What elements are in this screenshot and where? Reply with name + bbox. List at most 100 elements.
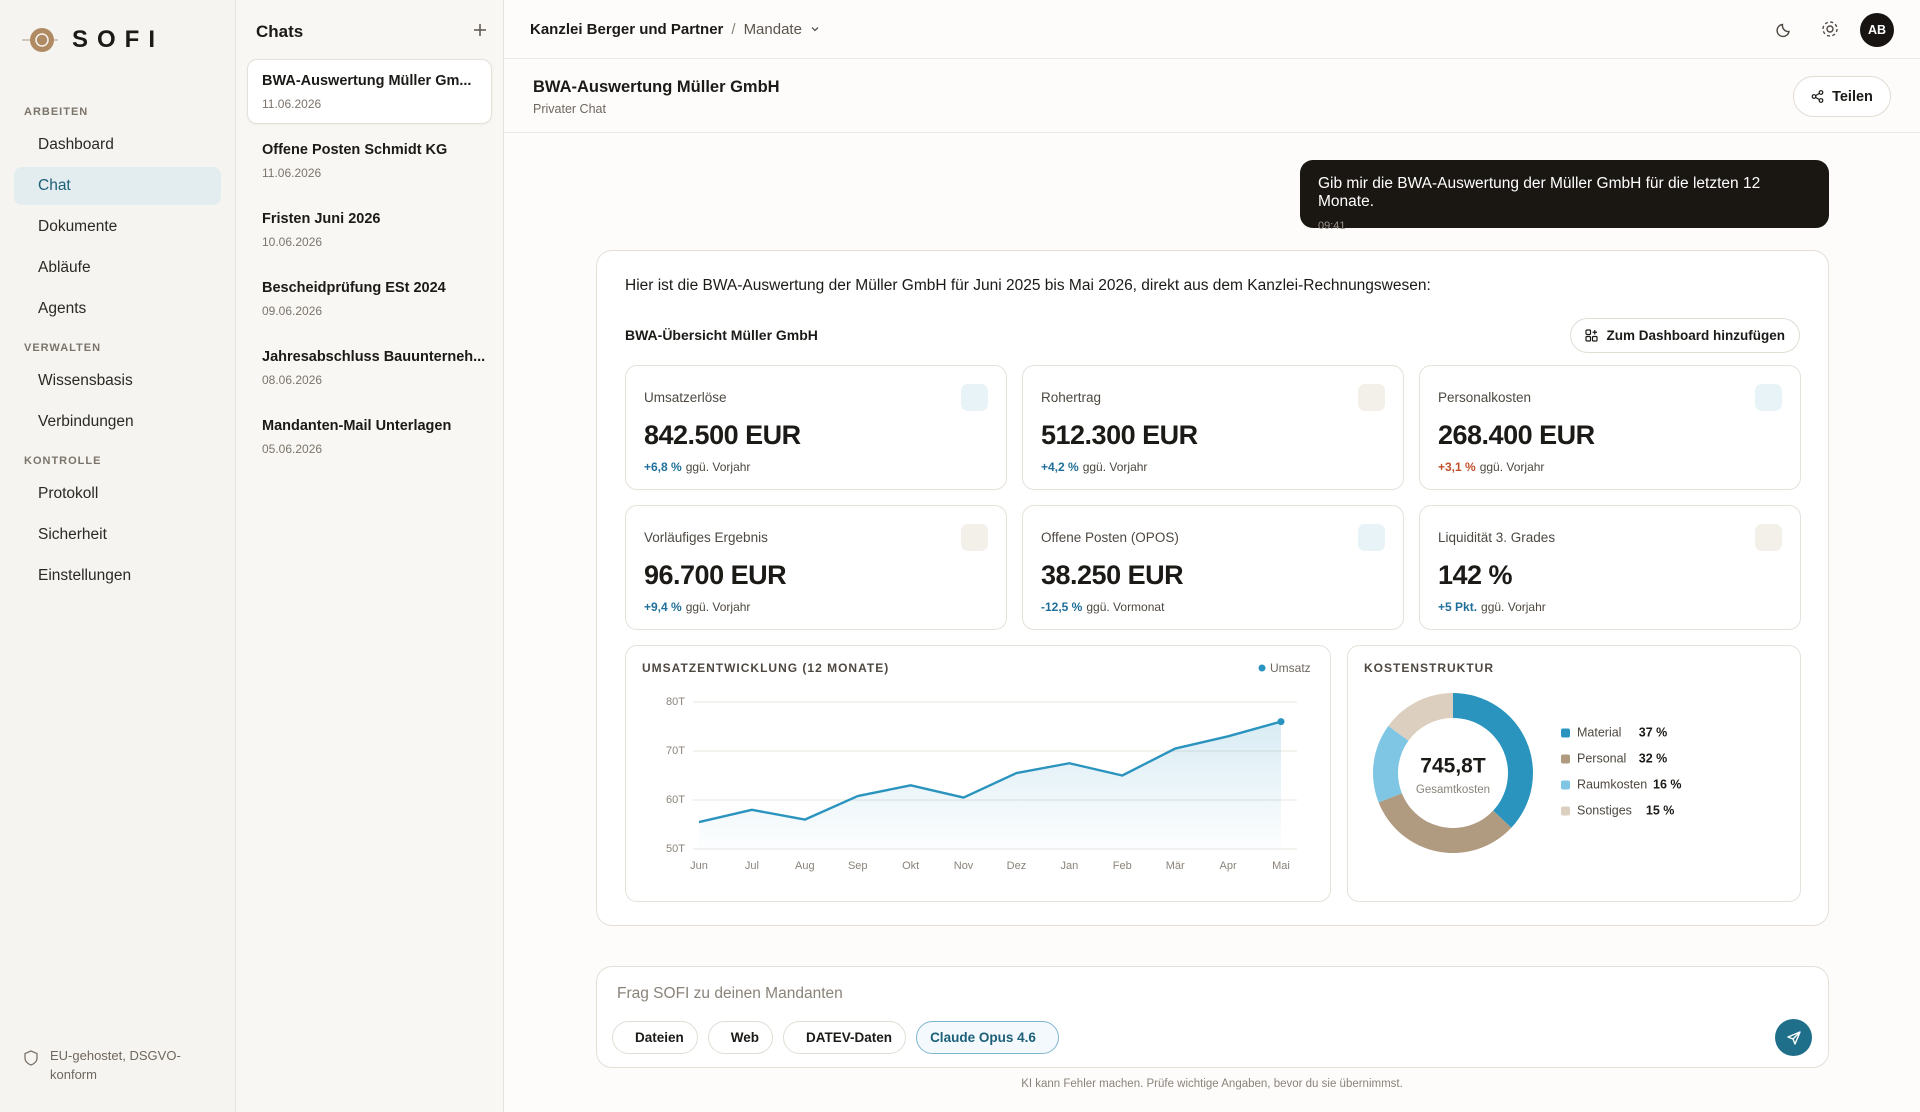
kpi-icon <box>1358 384 1385 411</box>
chat-item[interactable]: BWA-Auswertung Müller Gm... 11.06.2026 <box>247 59 492 124</box>
avatar[interactable]: AB <box>1860 13 1894 47</box>
chat-title: Offene Posten Schmidt KG <box>262 142 448 158</box>
share-label: Teilen <box>1832 88 1873 105</box>
nav-item[interactable]: Protokoll <box>14 475 221 513</box>
chat-item[interactable]: Bescheidprüfung ESt 2024 09.06.2026 <box>247 266 492 331</box>
kpi-change: +4,2 % <box>1041 460 1079 474</box>
nav-item[interactable]: Wissensbasis <box>14 362 221 400</box>
nav-label: Verbindungen <box>38 413 134 430</box>
chat-list-title: Chats <box>256 22 304 41</box>
nav-item[interactable]: Agents <box>14 290 221 328</box>
donut-chart: KOSTENSTRUKTUR Material 37 % Personal 32 % Ra… <box>1364 661 1682 853</box>
chat-date: 11.06.2026 <box>262 97 322 111</box>
kpi-note: ggü. Vorjahr <box>1082 460 1148 474</box>
chat-item[interactable]: Jahresabschluss Bauunterneh... 08.06.2026 <box>247 335 492 400</box>
nav-item[interactable]: Einstellungen <box>14 557 221 595</box>
send-button[interactable] <box>1775 1019 1812 1056</box>
breadcrumb-separator: / <box>731 20 736 38</box>
legend-label: Umsatz <box>1270 661 1311 675</box>
kpi-note: ggü. Vorjahr <box>685 600 751 614</box>
kpi-value: 512.300 EUR <box>1041 420 1198 450</box>
line <box>698 720 1282 824</box>
tool-button[interactable]: Dateien <box>612 1021 698 1054</box>
chat-items: BWA-Auswertung Müller Gm... 11.06.2026 Off… <box>247 59 492 473</box>
kpi-note: ggü. Vormonat <box>1086 600 1165 614</box>
overview-header: BWA-Übersicht Müller GmbH Zum Dashboard … <box>625 317 1800 353</box>
kpi-change-row: +4,2 % ggü. Vorjahr <box>1041 460 1147 474</box>
user-message-text: Gib mir die BWA-Auswertung der Müller Gm… <box>1318 175 1761 210</box>
theme-toggle[interactable] <box>1776 20 1794 38</box>
composer-input[interactable]: Frag SOFI zu deinen Mandanten <box>617 985 843 1002</box>
x-tick-label: Okt <box>902 860 919 872</box>
grid-icon <box>1584 328 1598 342</box>
nav-item[interactable]: Dokumente <box>14 208 221 246</box>
nav-label: Wissensbasis <box>38 372 133 389</box>
kpi-card: Personalkosten 268.400 EUR +3,1 % ggü. Vorj… <box>1419 365 1801 490</box>
chat-item[interactable]: Offene Posten Schmidt KG 11.06.2026 <box>247 128 492 193</box>
settings-button[interactable] <box>1820 19 1840 39</box>
kpi-value: 142 % <box>1438 560 1513 590</box>
kpi-label: Liquidität 3. Grades <box>1438 530 1556 545</box>
nav-label: Dokumente <box>38 218 118 235</box>
kpi-card: Vorläufiges Ergebnis 96.700 EUR +9,4 % ggü.… <box>625 505 1007 630</box>
chat-title: BWA-Auswertung Müller Gm... <box>262 73 472 89</box>
chat-item[interactable]: Mandanten-Mail Unterlagen 05.06.2026 <box>247 404 492 469</box>
chat-item[interactable]: Fristen Juni 2026 10.06.2026 <box>247 197 492 262</box>
kpi-change: +5 Pkt. <box>1438 600 1478 614</box>
legend-swatch <box>1258 664 1266 672</box>
breadcrumb-item[interactable]: Kanzlei Berger und Partner <box>530 20 724 38</box>
chevron <box>811 27 819 32</box>
breadcrumb-item[interactable]: Mandate <box>743 20 802 38</box>
sidebar-footer: EU-gehostet, DSGVO-konform <box>24 1046 214 1084</box>
donut-segment <box>1453 693 1533 828</box>
kpi-change-row: +9,4 % ggü. Vorjahr <box>644 600 750 614</box>
legend-label: Sonstiges <box>1577 803 1632 817</box>
kpi-change-row: +3,1 % ggü. Vorjahr <box>1438 460 1544 474</box>
kpi-icon <box>1755 524 1782 551</box>
sidebar: SOFI ARBEITEN Dashboard Chat Dokumente Abläu… <box>0 0 236 1112</box>
add-to-dashboard-label: Zum Dashboard hinzufügen <box>1606 327 1786 343</box>
nav-item[interactable]: Verbindungen <box>14 403 221 441</box>
legend-label: Material <box>1577 725 1621 739</box>
tool-label: Dateien <box>635 1030 684 1045</box>
x-tick-label: Nov <box>954 860 974 872</box>
kpi-change: -12,5 % <box>1041 600 1083 614</box>
model-selector[interactable]: Claude Opus 4.6 <box>916 1021 1059 1054</box>
nav-item[interactable]: Chat <box>14 167 221 205</box>
share-icon <box>1811 90 1824 103</box>
chat-title: Fristen Juni 2026 <box>262 211 381 227</box>
nav-item[interactable]: Sicherheit <box>14 516 221 554</box>
y-tick-label: 50T <box>666 843 685 855</box>
send-icon <box>1786 1030 1801 1045</box>
nav-label: Abläufe <box>38 259 91 276</box>
share-button[interactable]: Teilen <box>1793 76 1891 117</box>
kpi-card: Offene Posten (OPOS) 38.250 EUR -12,5 % ggü… <box>1022 505 1404 630</box>
composer: Frag SOFI zu deinen Mandanten Dateien Web… <box>596 966 1829 1068</box>
tool-button[interactable]: Web <box>707 1021 774 1054</box>
x-tick-label: Feb <box>1113 860 1132 872</box>
nav-item[interactable]: Abläufe <box>14 249 221 287</box>
donut-segment <box>1388 693 1453 741</box>
tool-button[interactable]: DATEV-Daten <box>783 1021 907 1054</box>
x-tick-label: Jun <box>690 860 708 872</box>
tool-label: Web <box>730 1030 760 1045</box>
x-tick-label: Jan <box>1060 860 1078 872</box>
chat-list-header: Chats <box>256 22 488 42</box>
chat-date: 11.06.2026 <box>262 166 322 180</box>
nav-item[interactable]: Dashboard <box>14 126 221 164</box>
y-tick-label: 70T <box>666 745 685 757</box>
model-label: Claude Opus 4.6 <box>930 1030 1036 1045</box>
kpi-change: +6,8 % <box>644 460 682 474</box>
kpi-label: Umsatzerlöse <box>644 390 727 405</box>
kpi-label: Rohertrag <box>1041 390 1102 405</box>
kpi-label: Personalkosten <box>1438 390 1532 405</box>
conversation-subtitle: Privater Chat <box>533 102 606 116</box>
add-to-dashboard-button[interactable]: Zum Dashboard hinzufügen <box>1569 317 1800 353</box>
new-chat-button[interactable] <box>472 22 488 38</box>
topbar: Kanzlei Berger und Partner / Mandate AB <box>504 0 1920 59</box>
kpi-icon <box>961 524 988 551</box>
chat-title: Mandanten-Mail Unterlagen <box>262 418 452 434</box>
nav-label: Dashboard <box>38 136 114 153</box>
footer-text: EU-gehostet, DSGVO-konform <box>50 1048 181 1082</box>
